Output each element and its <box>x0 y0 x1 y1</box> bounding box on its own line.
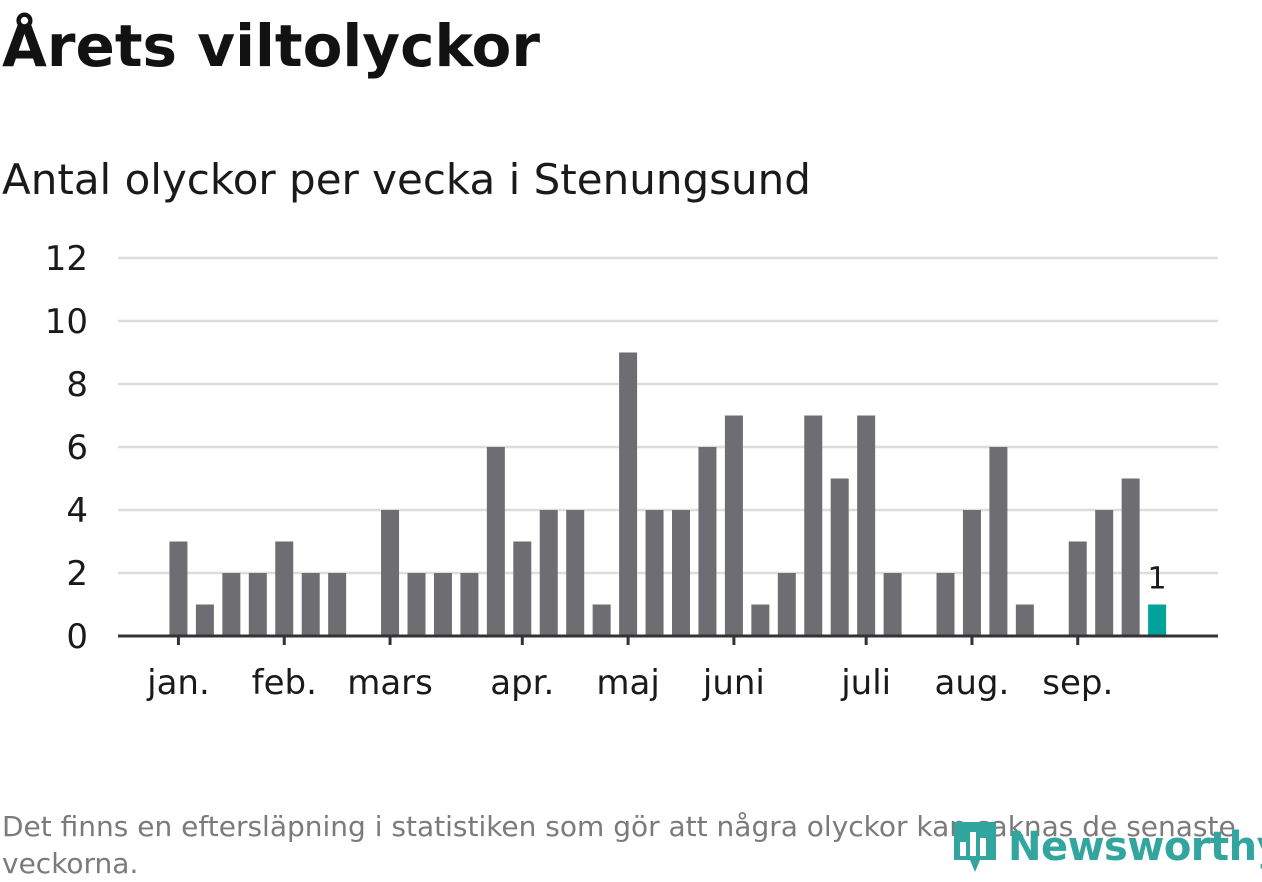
chart-bars-icon <box>954 822 996 872</box>
bar <box>989 447 1008 636</box>
chart-subtitle: Antal olyckor per vecka i Stenungsund <box>2 155 811 204</box>
bar <box>328 573 347 636</box>
y-tick-label: 10 <box>45 302 88 342</box>
bar <box>460 573 479 636</box>
chart-title: Årets viltolyckor <box>2 12 540 80</box>
bar <box>1121 478 1140 636</box>
bar <box>724 415 743 636</box>
y-tick-label: 2 <box>66 554 88 594</box>
y-tick-label: 8 <box>66 365 88 405</box>
bar <box>301 573 320 636</box>
x-tick-label: feb. <box>252 663 317 703</box>
footnote: Det finns en eftersläpning i statistiken… <box>2 810 1236 880</box>
newsworthy-logo: Newsworthy <box>950 816 1262 878</box>
x-tick-label: maj <box>596 663 659 703</box>
x-tick-label: apr. <box>490 663 554 703</box>
y-tick-label: 12 <box>45 239 88 279</box>
bar <box>962 510 981 636</box>
bar <box>592 604 611 636</box>
bar <box>1015 604 1034 636</box>
bar <box>195 604 214 636</box>
bar <box>248 573 267 636</box>
x-tick-label: mars <box>347 663 433 703</box>
x-tick-label: sep. <box>1042 663 1113 703</box>
bar <box>857 415 876 636</box>
bar <box>777 573 796 636</box>
bar <box>1095 510 1114 636</box>
y-tick-label: 0 <box>66 617 88 657</box>
x-tick-label: aug. <box>935 663 1010 703</box>
bar <box>698 447 717 636</box>
bar <box>539 510 558 636</box>
bar <box>486 447 505 636</box>
bar <box>222 573 241 636</box>
bar <box>433 573 452 636</box>
bar <box>566 510 585 636</box>
bar <box>407 573 426 636</box>
bar <box>513 541 532 636</box>
x-tick-label: jan. <box>146 663 210 703</box>
bar <box>830 478 849 636</box>
bar <box>169 541 188 636</box>
y-tick-label: 4 <box>66 491 88 531</box>
logo-text: Newsworthy <box>1008 824 1262 870</box>
bar <box>381 510 400 636</box>
bar-highlight <box>1148 604 1167 636</box>
bar <box>672 510 690 636</box>
bar <box>275 541 294 636</box>
bar-chart: 0 2 4 6 8 10 12 1 jan. feb. mars apr. maj juni juli aug… <box>45 239 1218 703</box>
y-tick-label: 6 <box>66 428 88 468</box>
bar <box>1068 541 1087 636</box>
bar <box>619 352 638 636</box>
x-tick-label: juli <box>840 663 891 703</box>
data-label: 1 <box>1148 562 1167 597</box>
bar <box>751 604 770 636</box>
x-tick-label: juni <box>702 663 765 703</box>
bar <box>804 415 823 636</box>
bar <box>883 573 902 636</box>
bar <box>645 510 664 636</box>
bar <box>936 573 955 636</box>
